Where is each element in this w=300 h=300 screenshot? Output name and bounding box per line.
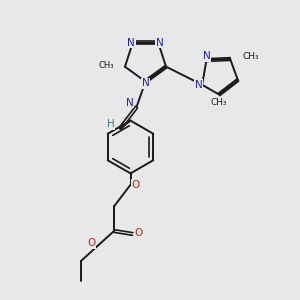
Text: O: O [132,180,140,190]
Text: O: O [87,238,96,248]
Text: CH₃: CH₃ [211,98,227,107]
Text: N: N [126,98,134,108]
Text: CH₃: CH₃ [243,52,260,61]
Text: O: O [134,227,143,238]
Text: N: N [142,78,149,88]
Text: CH₃: CH₃ [98,61,114,70]
Text: N: N [202,52,210,61]
Text: H: H [106,119,114,129]
Text: N: N [156,38,164,47]
Text: N: N [195,80,203,90]
Text: N: N [128,38,135,47]
